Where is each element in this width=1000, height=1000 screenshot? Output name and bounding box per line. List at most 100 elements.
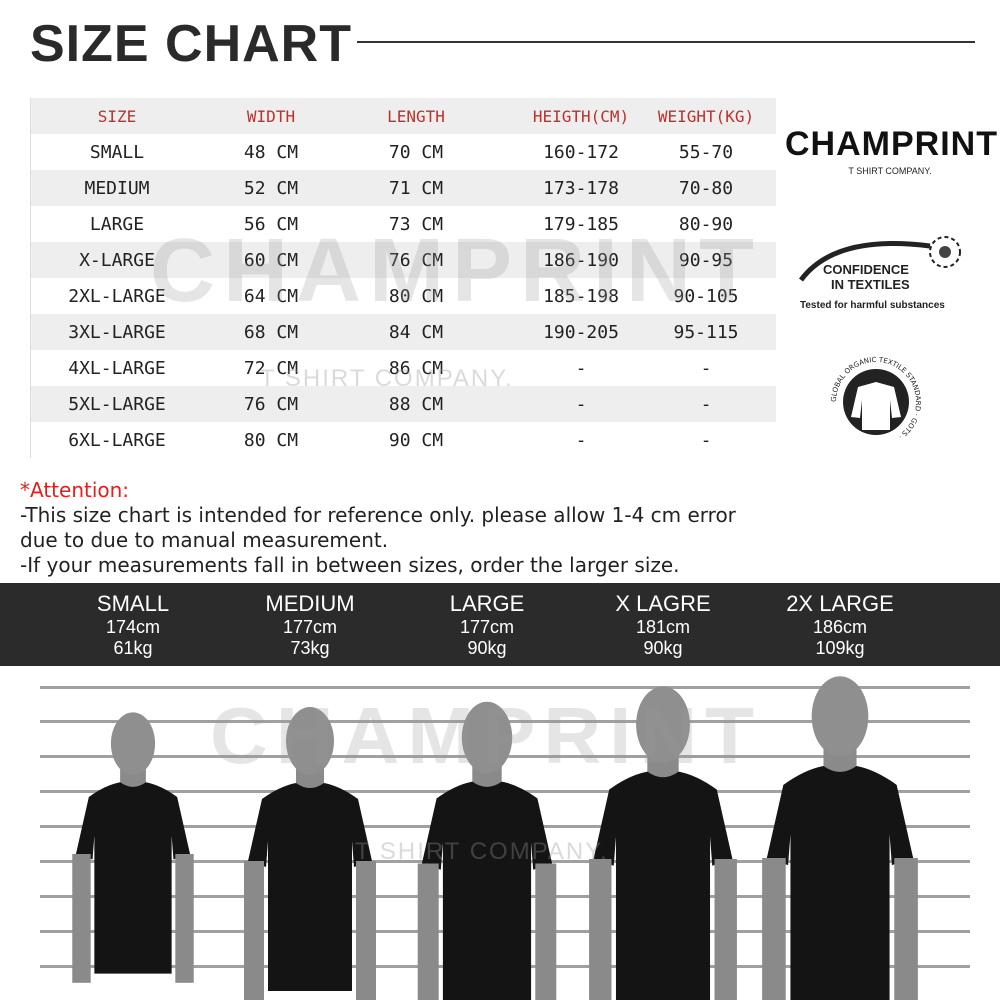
model-weight: 73kg <box>290 638 330 658</box>
model-silhouettes <box>40 676 970 1000</box>
table-cell: 80 CM <box>243 429 299 451</box>
model-info-band: SMALL 174cm 61kg MEDIUM 177cm 73kg LARGE 177cm 9… <box>0 583 1000 666</box>
table-cell: 56 CM <box>243 213 299 235</box>
model-height: 174cm <box>105 617 161 637</box>
table-cell: 60 CM <box>243 249 299 271</box>
page-title: SIZE CHART <box>30 15 352 73</box>
table-cell: 173-178 <box>543 177 619 199</box>
table-cell: LARGE <box>89 213 145 235</box>
table-cell: X-LARGE <box>79 249 155 271</box>
table-cell: 80-90 <box>678 213 734 235</box>
table-cell: 4XL-LARGE <box>68 357 166 379</box>
table-cell: SMALL <box>89 141 145 163</box>
brand-tagline: T SHIRT COMPANY. <box>848 166 932 176</box>
model-info: LARGE 177cm 90kg <box>450 591 525 659</box>
oeko-sub: Tested for harmful substances <box>800 300 945 311</box>
table-cell: 84 CM <box>388 321 444 343</box>
model-height: 181cm <box>635 617 691 637</box>
size-table: SIZE WIDTH LENGTH HEIGTH(CM) WEIGHT(KG) SMALL… <box>30 98 776 458</box>
table-row: 6XL-LARGE 80 CM 90 CM - - <box>31 422 776 458</box>
model-size: LARGE <box>449 591 525 616</box>
table-cell: - <box>575 393 587 415</box>
table-cell: WIDTH <box>246 106 296 126</box>
table-cell: WEIGHT(KG) <box>657 106 755 126</box>
model-height: 177cm <box>459 617 515 637</box>
watermark-tagline: T SHIRT COMPANY. <box>355 838 609 865</box>
model-info: MEDIUM 177cm 73kg <box>265 591 354 659</box>
table-cell: 72 CM <box>243 357 299 379</box>
attention-line: -This size chart is intended for referen… <box>20 503 736 527</box>
table-row: 3XL-LARGE 68 CM 84 CM 190-205 95-115 <box>31 314 776 350</box>
gots-badge: GLOBAL ORGANIC TEXTILE STANDARD · GOTS · <box>826 352 926 456</box>
table-cell: 86 CM <box>388 357 444 379</box>
table-cell: HEIGTH(CM) <box>532 106 630 126</box>
table-cell: 185-198 <box>543 285 619 307</box>
table-cell: 70 CM <box>388 141 444 163</box>
table-cell: 70-80 <box>678 177 734 199</box>
table-cell: 6XL-LARGE <box>68 429 166 451</box>
watermark-tagline: T SHIRT COMPANY. <box>260 365 514 392</box>
table-cell: 80 CM <box>388 285 444 307</box>
table-cell: 90-95 <box>678 249 734 271</box>
table-row: 4XL-LARGE 72 CM 86 CM - - <box>31 350 776 386</box>
watermark: CHAMPRINT <box>210 691 762 780</box>
table-cell: 5XL-LARGE <box>68 393 166 415</box>
table-cell: 48 CM <box>243 141 299 163</box>
table-cell: - <box>575 357 587 379</box>
table-row: MEDIUM 52 CM 71 CM 173-178 70-80 <box>31 170 776 206</box>
table-cell: 76 CM <box>388 249 444 271</box>
table-cell: 76 CM <box>243 393 299 415</box>
table-row: 2XL-LARGE 64 CM 80 CM 185-198 90-105 <box>31 278 776 314</box>
table-cell: 64 CM <box>243 285 299 307</box>
model-info: X LAGRE 181cm 90kg <box>615 591 710 659</box>
model-silhouette <box>417 701 557 1000</box>
table-cell: 2XL-LARGE <box>68 285 166 307</box>
table-cell: 190-205 <box>543 321 619 343</box>
model-size: 2X LARGE <box>786 591 894 616</box>
table-row: LARGE 56 CM 73 CM 179-185 80-90 <box>31 206 776 242</box>
oeko-arc-icon <box>798 236 961 282</box>
table-cell: 73 CM <box>388 213 444 235</box>
table-cell: 88 CM <box>388 393 444 415</box>
table-cell: - <box>700 357 712 379</box>
model-silhouette <box>244 707 376 1000</box>
table-cell: - <box>700 393 712 415</box>
model-size: MEDIUM <box>265 591 355 616</box>
model-weight: 90kg <box>467 638 507 658</box>
table-cell: 90-105 <box>673 285 739 307</box>
table-cell: 186-190 <box>543 249 619 271</box>
table-cell: LENGTH <box>387 106 445 126</box>
table-cell: - <box>575 429 587 451</box>
gots-shirt-icon: GLOBAL ORGANIC TEXTILE STANDARD · GOTS · <box>830 356 922 441</box>
oeko-line1: CONFIDENCE <box>823 262 909 277</box>
table-cell: - <box>700 429 712 451</box>
attention-line: -If your measurements fall in between si… <box>20 553 680 577</box>
table-header: SIZE WIDTH LENGTH HEIGTH(CM) WEIGHT(KG) <box>31 98 776 134</box>
brand-name: CHAMPRINT <box>785 125 998 163</box>
height-line <box>40 686 970 689</box>
model-silhouette <box>589 686 737 1000</box>
table-cell: 179-185 <box>543 213 619 235</box>
attention-heading: *Attention: <box>20 478 130 502</box>
table-cell: 90 CM <box>388 429 444 451</box>
model-info: SMALL 174cm 61kg <box>97 591 169 659</box>
oeko-line2: IN TEXTILES <box>831 277 910 292</box>
model-size: SMALL <box>96 591 170 616</box>
table-cell: 68 CM <box>243 321 299 343</box>
watermark: CHAMPRINT <box>150 221 762 321</box>
champrint-logo: CHAMPRINT T SHIRT COMPANY. <box>785 125 998 176</box>
model-height: 186cm <box>812 617 868 637</box>
model-weight: 90kg <box>643 638 683 658</box>
table-cell: 160-172 <box>543 141 619 163</box>
table-cell: 95-115 <box>673 321 739 343</box>
model-silhouette <box>762 676 918 1000</box>
oeko-tex-badge: CONFIDENCE IN TEXTILES Tested for harmfu… <box>795 232 975 311</box>
title-divider <box>357 41 975 43</box>
model-weight: 61kg <box>113 638 153 658</box>
model-size: X LAGRE <box>615 591 711 616</box>
attention-note: *Attention: -This size chart is intended… <box>20 478 736 578</box>
model-weight: 109kg <box>815 638 865 658</box>
table-cell: 55-70 <box>678 141 734 163</box>
table-row: 5XL-LARGE 76 CM 88 CM - - <box>31 386 776 422</box>
table-cell: 71 CM <box>388 177 444 199</box>
